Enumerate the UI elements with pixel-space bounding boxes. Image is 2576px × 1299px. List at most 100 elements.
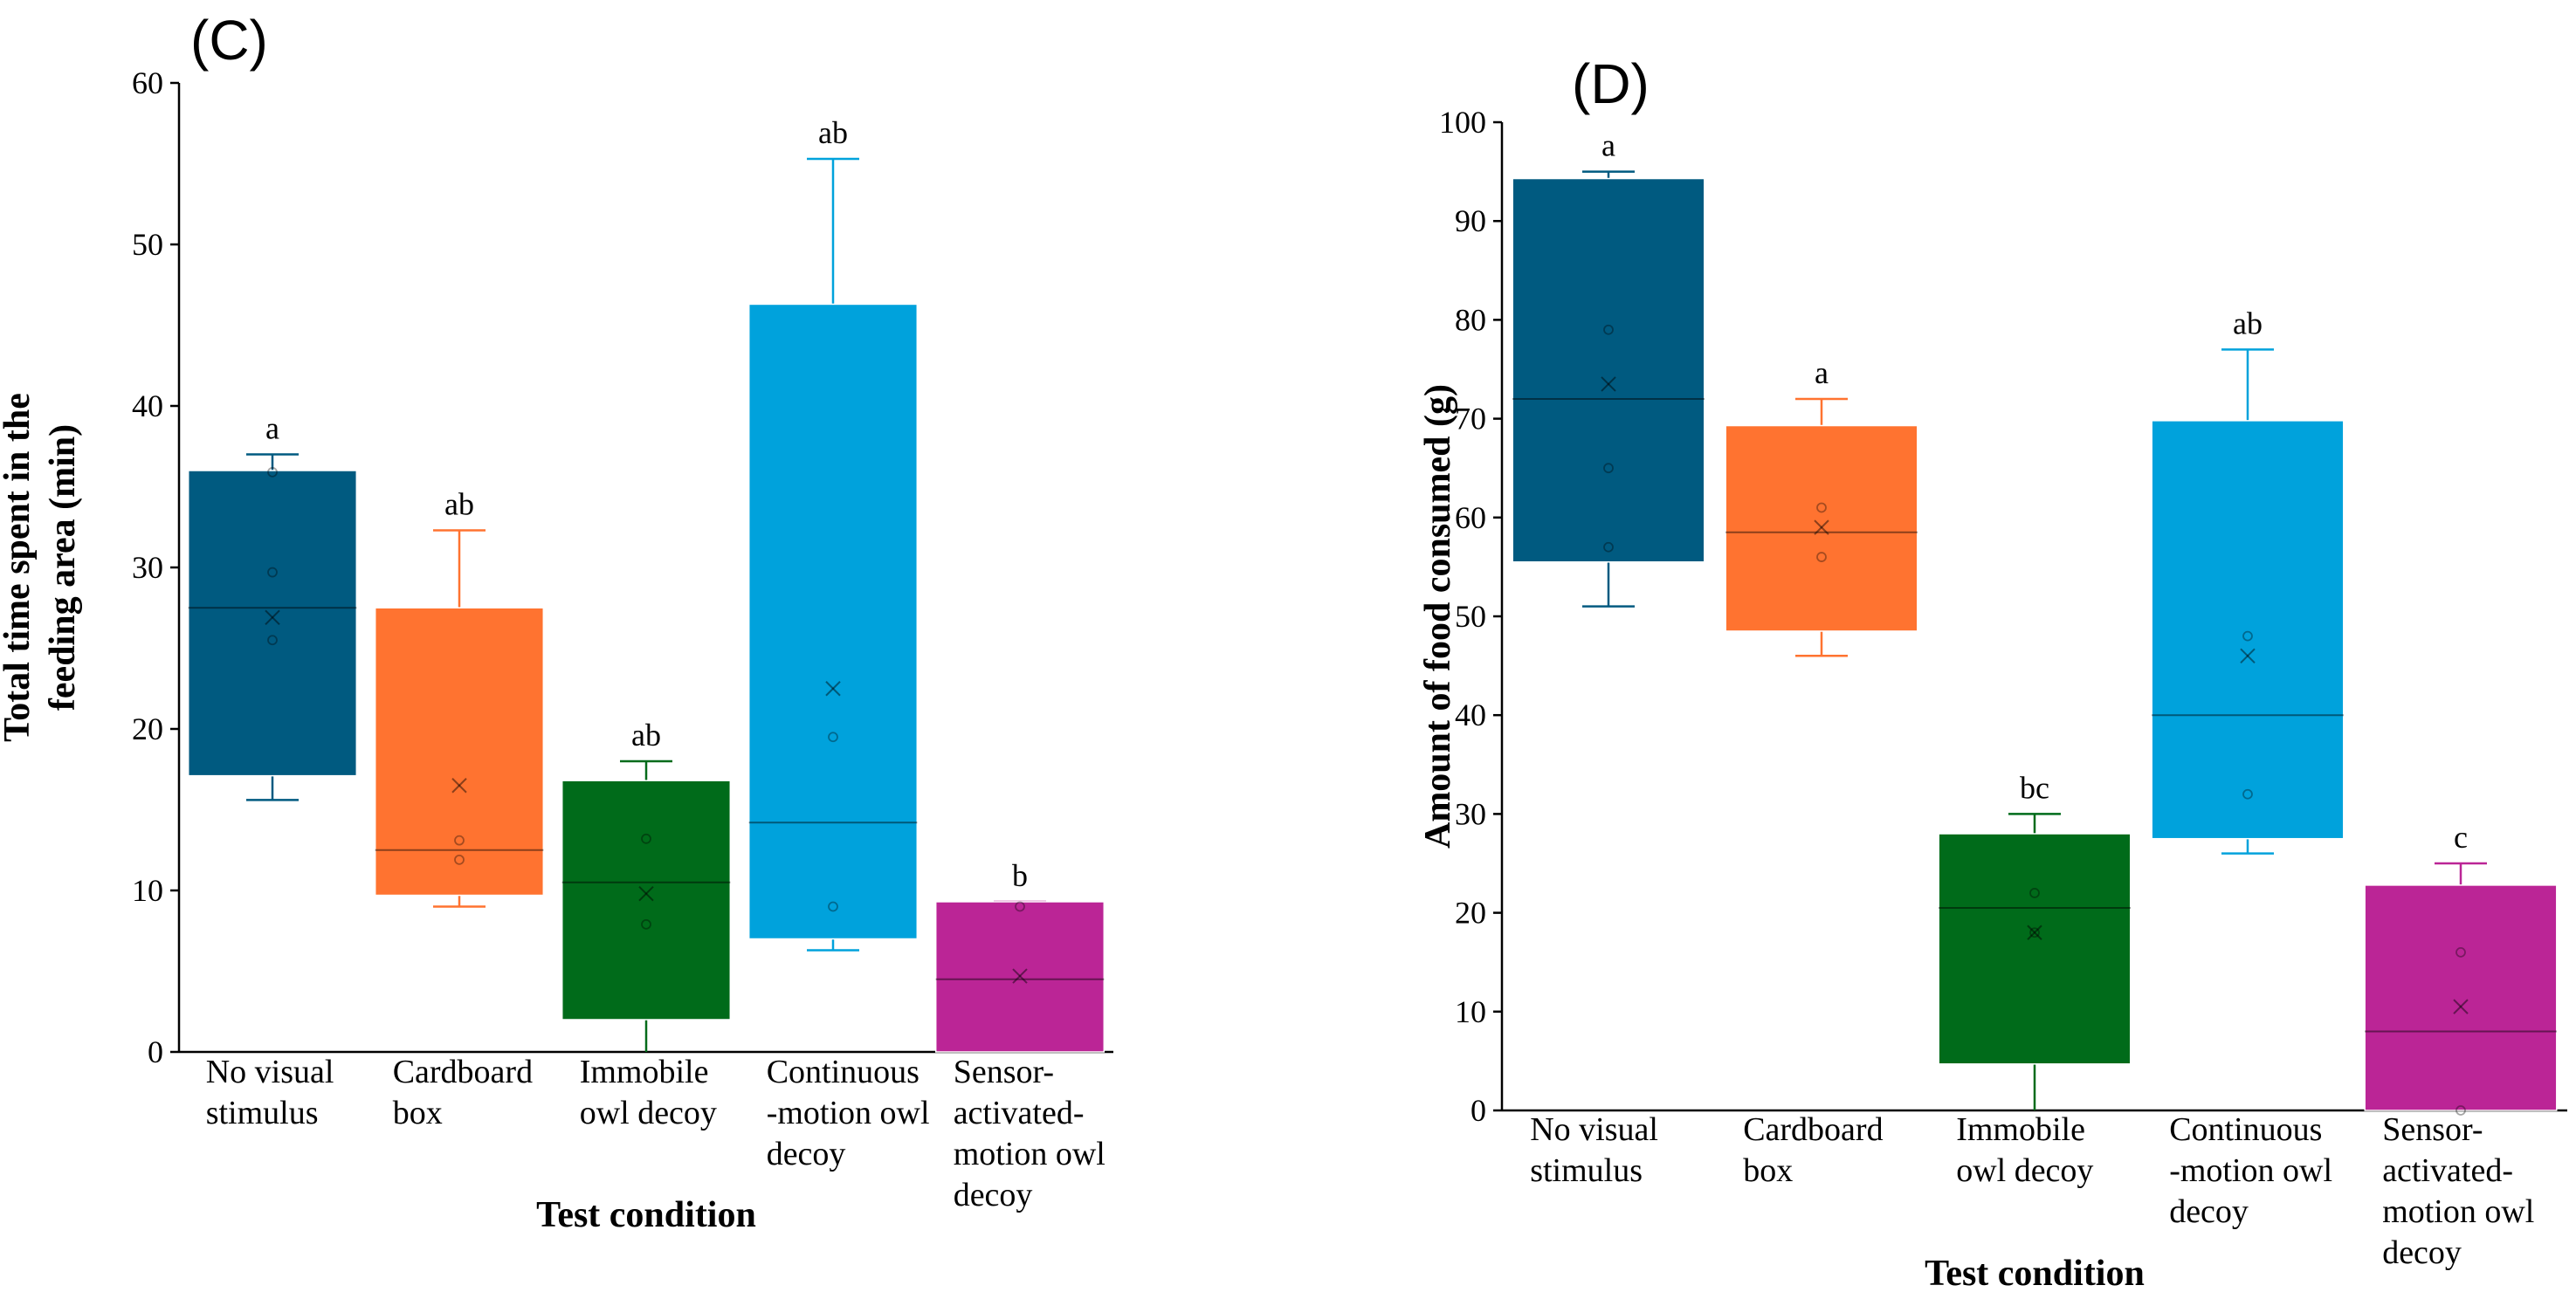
category-label-line: No visual (1530, 1111, 1658, 1148)
y-tick-label: 50 (1455, 599, 1486, 634)
mean-marker-stroke (1601, 376, 1616, 392)
y-tick-label: 70 (1455, 402, 1486, 436)
data-point (2242, 630, 2253, 642)
data-point (641, 833, 651, 844)
category-label-line: Continuous (767, 1054, 920, 1090)
mean-marker-stroke (638, 885, 654, 902)
category-label-line: box (1743, 1152, 1793, 1189)
data-point (2242, 788, 2253, 800)
category-label: Cardboard box (1743, 1111, 1883, 1189)
y-axis-title: Amount of food consumed (g) (1418, 384, 1458, 849)
data-point (267, 567, 278, 578)
y-tick-label: 30 (132, 550, 163, 585)
category-label-line: activated- (2382, 1152, 2513, 1189)
y-tick-label: 0 (148, 1034, 163, 1069)
mean-marker (638, 885, 654, 902)
mean-marker (1601, 376, 1616, 392)
x-axis-title: Test condition (536, 1195, 756, 1235)
significance-letter: c (2454, 820, 2468, 855)
mean-marker (265, 609, 280, 626)
mean-marker-stroke (1012, 968, 1028, 984)
category-label: Sensor-activated-motion owl decoy (954, 1054, 1105, 1213)
y-tick-label: 30 (1455, 796, 1486, 831)
y-axis-title-line: Total time spent in the (0, 393, 38, 742)
significance-letter: b (1012, 858, 1028, 893)
y-tick-label: 50 (132, 227, 163, 262)
category-label-line: decoy (2382, 1234, 2462, 1271)
mean-marker-stroke (825, 681, 841, 697)
significance-letter: bc (2020, 770, 2049, 805)
mean-marker-stroke (2240, 648, 2256, 663)
mean-marker-stroke (1814, 519, 1829, 535)
mean-marker-stroke (2453, 999, 2469, 1014)
significance-letter: a (265, 411, 279, 446)
data-point (641, 918, 651, 930)
y-tick-label: 80 (1455, 302, 1486, 337)
box-iqr (1938, 833, 2132, 1065)
significance-letter: ab (631, 718, 661, 753)
category-label: Immobile owl decoy (580, 1054, 717, 1131)
category-label-line: Cardboard (393, 1054, 533, 1090)
box-iqr (2151, 420, 2345, 840)
y-tick-label: 20 (1455, 896, 1486, 931)
significance-letter: a (1815, 355, 1829, 390)
data-point (2455, 1105, 2466, 1116)
mean-marker (825, 681, 841, 697)
panel-label: (C) (190, 9, 268, 72)
mean-marker (1012, 968, 1028, 984)
category-label: Cardboard box (393, 1054, 533, 1131)
data-point (2029, 927, 2040, 938)
box-iqr (1725, 424, 1918, 632)
y-axis-title-line: Amount of food consumed (g) (1418, 384, 1458, 849)
mean-marker (2240, 648, 2256, 663)
panel-d-chart: (D) 0 10 20 30 40 50 60 70 80 90 100 Amount of food … (1418, 52, 2567, 1294)
y-tick-label: 40 (1455, 698, 1486, 732)
category-label-line: Continuous (2169, 1111, 2322, 1148)
category-label-line: decoy (954, 1177, 1033, 1213)
data-point (1603, 463, 1614, 474)
mean-marker (2453, 999, 2469, 1014)
data-point (1816, 552, 1827, 562)
data-point (1816, 502, 1827, 513)
y-tick-label: 90 (1455, 203, 1486, 238)
mean-marker-stroke (451, 778, 467, 794)
mean-marker (2027, 924, 2042, 940)
data-point (1603, 541, 1614, 553)
box-group-3: bc (1938, 770, 2132, 1110)
box-iqr (2364, 884, 2558, 1111)
x-axis-title: Test condition (1925, 1254, 2145, 1294)
box-group-4: ab (747, 115, 919, 952)
data-point (267, 466, 278, 478)
category-label-line: owl decoy (580, 1095, 717, 1131)
box-group-5: c (2364, 820, 2558, 1116)
data-point (828, 732, 838, 743)
y-axis-title-line: feeding area (min) (43, 424, 83, 711)
mean-marker-stroke (451, 778, 467, 794)
category-label-line: decoy (2169, 1193, 2249, 1230)
panel-c-chart: (C) 0 10 20 30 40 50 60 Total time spent in the f… (0, 9, 1113, 1235)
category-label-line: Immobile (1956, 1111, 2085, 1148)
category-label-line: motion owl (2382, 1193, 2534, 1230)
mean-marker-stroke (2027, 924, 2042, 940)
category-label-line: decoy (767, 1136, 846, 1172)
data-point (454, 854, 465, 865)
box-group-5: b (934, 858, 1105, 1053)
mean-marker-stroke (2240, 648, 2256, 663)
y-tick-label: 60 (1455, 500, 1486, 535)
category-label-line: stimulus (206, 1095, 319, 1131)
mean-marker-stroke (1814, 519, 1829, 535)
panel-label: (D) (1572, 52, 1650, 115)
significance-letter: ab (2233, 306, 2263, 340)
box-group-1: a (187, 411, 358, 801)
mean-marker-stroke (1012, 968, 1028, 984)
box-group-2: a (1725, 355, 1918, 657)
mean-marker (1814, 519, 1829, 535)
box-iqr (747, 303, 919, 940)
category-label-line: motion owl (954, 1136, 1105, 1172)
category-label-line: owl decoy (1956, 1152, 2093, 1189)
mean-marker (451, 778, 467, 794)
mean-marker-stroke (2453, 999, 2469, 1014)
box-group-3: ab (561, 718, 732, 1052)
y-tick-label: 10 (132, 873, 163, 908)
